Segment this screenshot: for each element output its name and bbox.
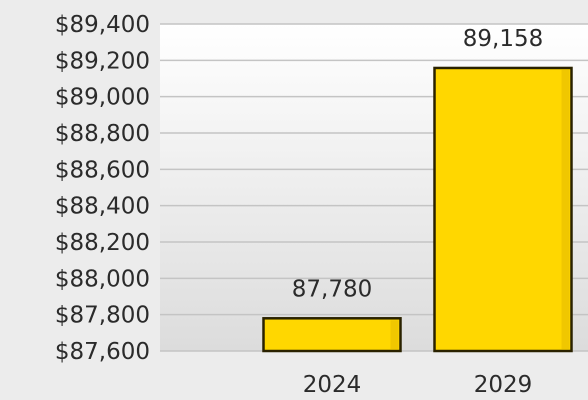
y-tick-label: $88,200 — [55, 230, 150, 256]
bar-shade — [561, 69, 570, 350]
bars — [262, 66, 573, 353]
y-tick-label: $88,800 — [55, 121, 150, 147]
y-tick-label: $89,400 — [55, 12, 150, 38]
bar-value-label: 89,158 — [463, 26, 543, 52]
y-tick-label: $89,000 — [55, 85, 150, 111]
y-tick-label: $87,800 — [55, 303, 150, 329]
y-tick-label: $88,600 — [55, 157, 150, 183]
bar-value-labels: 87,780 89,158 — [292, 26, 543, 302]
y-axis-tick-labels: $87,600 $87,800 $88,000 $88,200 $88,400 $88,6… — [55, 12, 150, 365]
y-tick-label: $88,400 — [55, 194, 150, 220]
bar — [262, 317, 402, 353]
bar-shade — [390, 320, 399, 349]
x-tick-label: 2024 — [303, 372, 362, 398]
x-tick-label: 2029 — [474, 372, 533, 398]
x-axis-tick-labels: 2024 2029 — [303, 372, 533, 398]
y-tick-label: $89,200 — [55, 48, 150, 74]
bar-value-label: 87,780 — [292, 276, 372, 302]
y-tick-label: $87,600 — [55, 339, 150, 365]
bar — [433, 66, 573, 353]
y-tick-label: $88,000 — [55, 266, 150, 292]
